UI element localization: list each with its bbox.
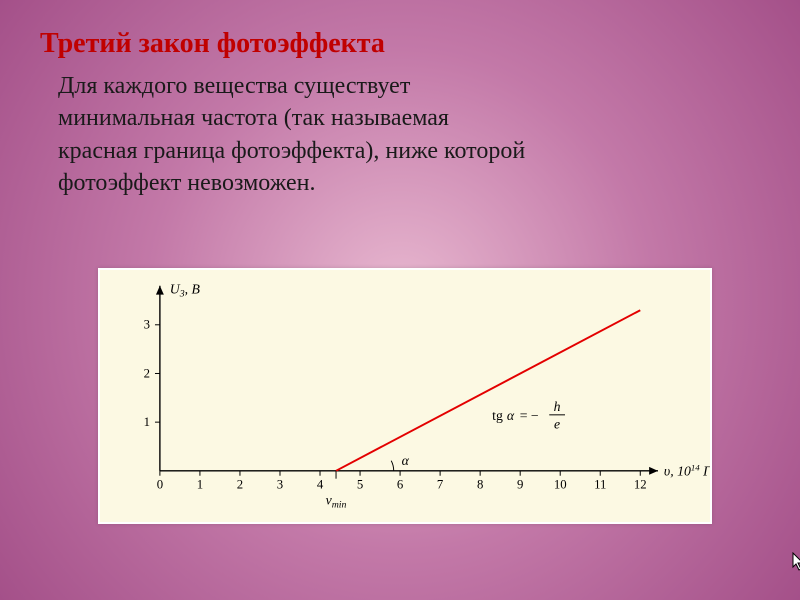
svg-text:12: 12	[634, 478, 647, 492]
chart-svg: 0123456789101112123U3, Вυ, 1014 Гцανmint…	[100, 270, 710, 522]
photoeffect-chart: 0123456789101112123U3, Вυ, 1014 Гцανmint…	[98, 268, 712, 524]
svg-text:υ, 1014 Гц: υ, 1014 Гц	[664, 463, 710, 479]
svg-text:3: 3	[144, 318, 150, 332]
svg-text:7: 7	[437, 478, 444, 492]
svg-text:α: α	[402, 453, 410, 468]
svg-text:U3, В: U3, В	[170, 282, 201, 300]
svg-text:2: 2	[237, 478, 243, 492]
svg-text:= −: = −	[520, 408, 539, 423]
cursor-icon	[792, 552, 800, 572]
svg-text:4: 4	[317, 478, 324, 492]
body-line: Для каждого вещества существует	[40, 70, 760, 102]
slide-title: Третий закон фотоэффекта	[40, 28, 760, 60]
svg-text:9: 9	[517, 478, 523, 492]
slide-body: Для каждого вещества существует минималь…	[40, 70, 760, 200]
svg-text:1: 1	[197, 478, 203, 492]
svg-text:0: 0	[157, 478, 163, 492]
svg-text:8: 8	[477, 478, 483, 492]
svg-text:6: 6	[397, 478, 404, 492]
svg-text:10: 10	[554, 478, 567, 492]
svg-text:α: α	[507, 408, 515, 423]
svg-text:e: e	[554, 417, 560, 432]
body-line: фотоэффект невозможен.	[40, 167, 760, 199]
svg-text:5: 5	[357, 478, 363, 492]
body-line: красная граница фотоэффекта), ниже котор…	[40, 135, 760, 167]
svg-text:2: 2	[144, 366, 150, 380]
svg-text:11: 11	[594, 478, 606, 492]
svg-text:h: h	[554, 399, 561, 414]
svg-text:3: 3	[277, 478, 283, 492]
body-line: минимальная частота (так называемая	[40, 102, 760, 134]
svg-text:tg: tg	[492, 408, 503, 423]
svg-text:1: 1	[144, 415, 150, 429]
svg-text:νmin: νmin	[326, 492, 347, 510]
